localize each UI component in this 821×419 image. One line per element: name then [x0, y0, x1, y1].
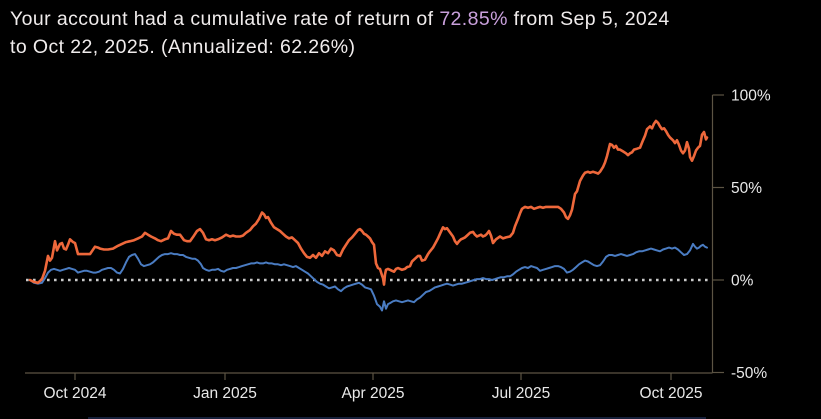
y-tick-label: -50% — [731, 365, 767, 382]
cumulative-return-value: 72.85% — [439, 8, 508, 30]
x-tick-label: Oct 2025 — [640, 385, 703, 402]
y-tick-label: 50% — [731, 180, 762, 197]
summary-text-post: from Sep 5, 2024 — [507, 8, 670, 30]
bottom-accent-strip — [88, 417, 706, 419]
x-tick-label: Jan 2025 — [193, 385, 257, 402]
summary-line-1: Your account had a cumulative rate of re… — [10, 5, 816, 33]
summary-line-2: to Oct 22, 2025. (Annualized: 62.26%) — [10, 36, 356, 58]
y-tick-label: 100% — [731, 88, 771, 105]
y-tick-label: 0% — [731, 273, 754, 290]
x-tick-label: Oct 2024 — [44, 385, 107, 402]
returns-chart[interactable]: 100% 50% 0% -50% Oct 2024 Jan 2025 Apr 2025 Jul… — [0, 78, 821, 419]
returns-chart-canvas[interactable]: 100% 50% 0% -50% Oct 2024 Jan 2025 Apr 2025 Jul… — [0, 78, 821, 419]
x-tick-label: Apr 2025 — [342, 385, 405, 402]
x-tick-label: Jul 2025 — [492, 385, 551, 402]
benchmark-line[interactable] — [29, 242, 708, 312]
summary-text: Your account had a cumulative rate of re… — [10, 5, 816, 61]
account-line[interactable] — [28, 119, 709, 286]
summary-text-pre: Your account had a cumulative rate of re… — [10, 8, 440, 30]
